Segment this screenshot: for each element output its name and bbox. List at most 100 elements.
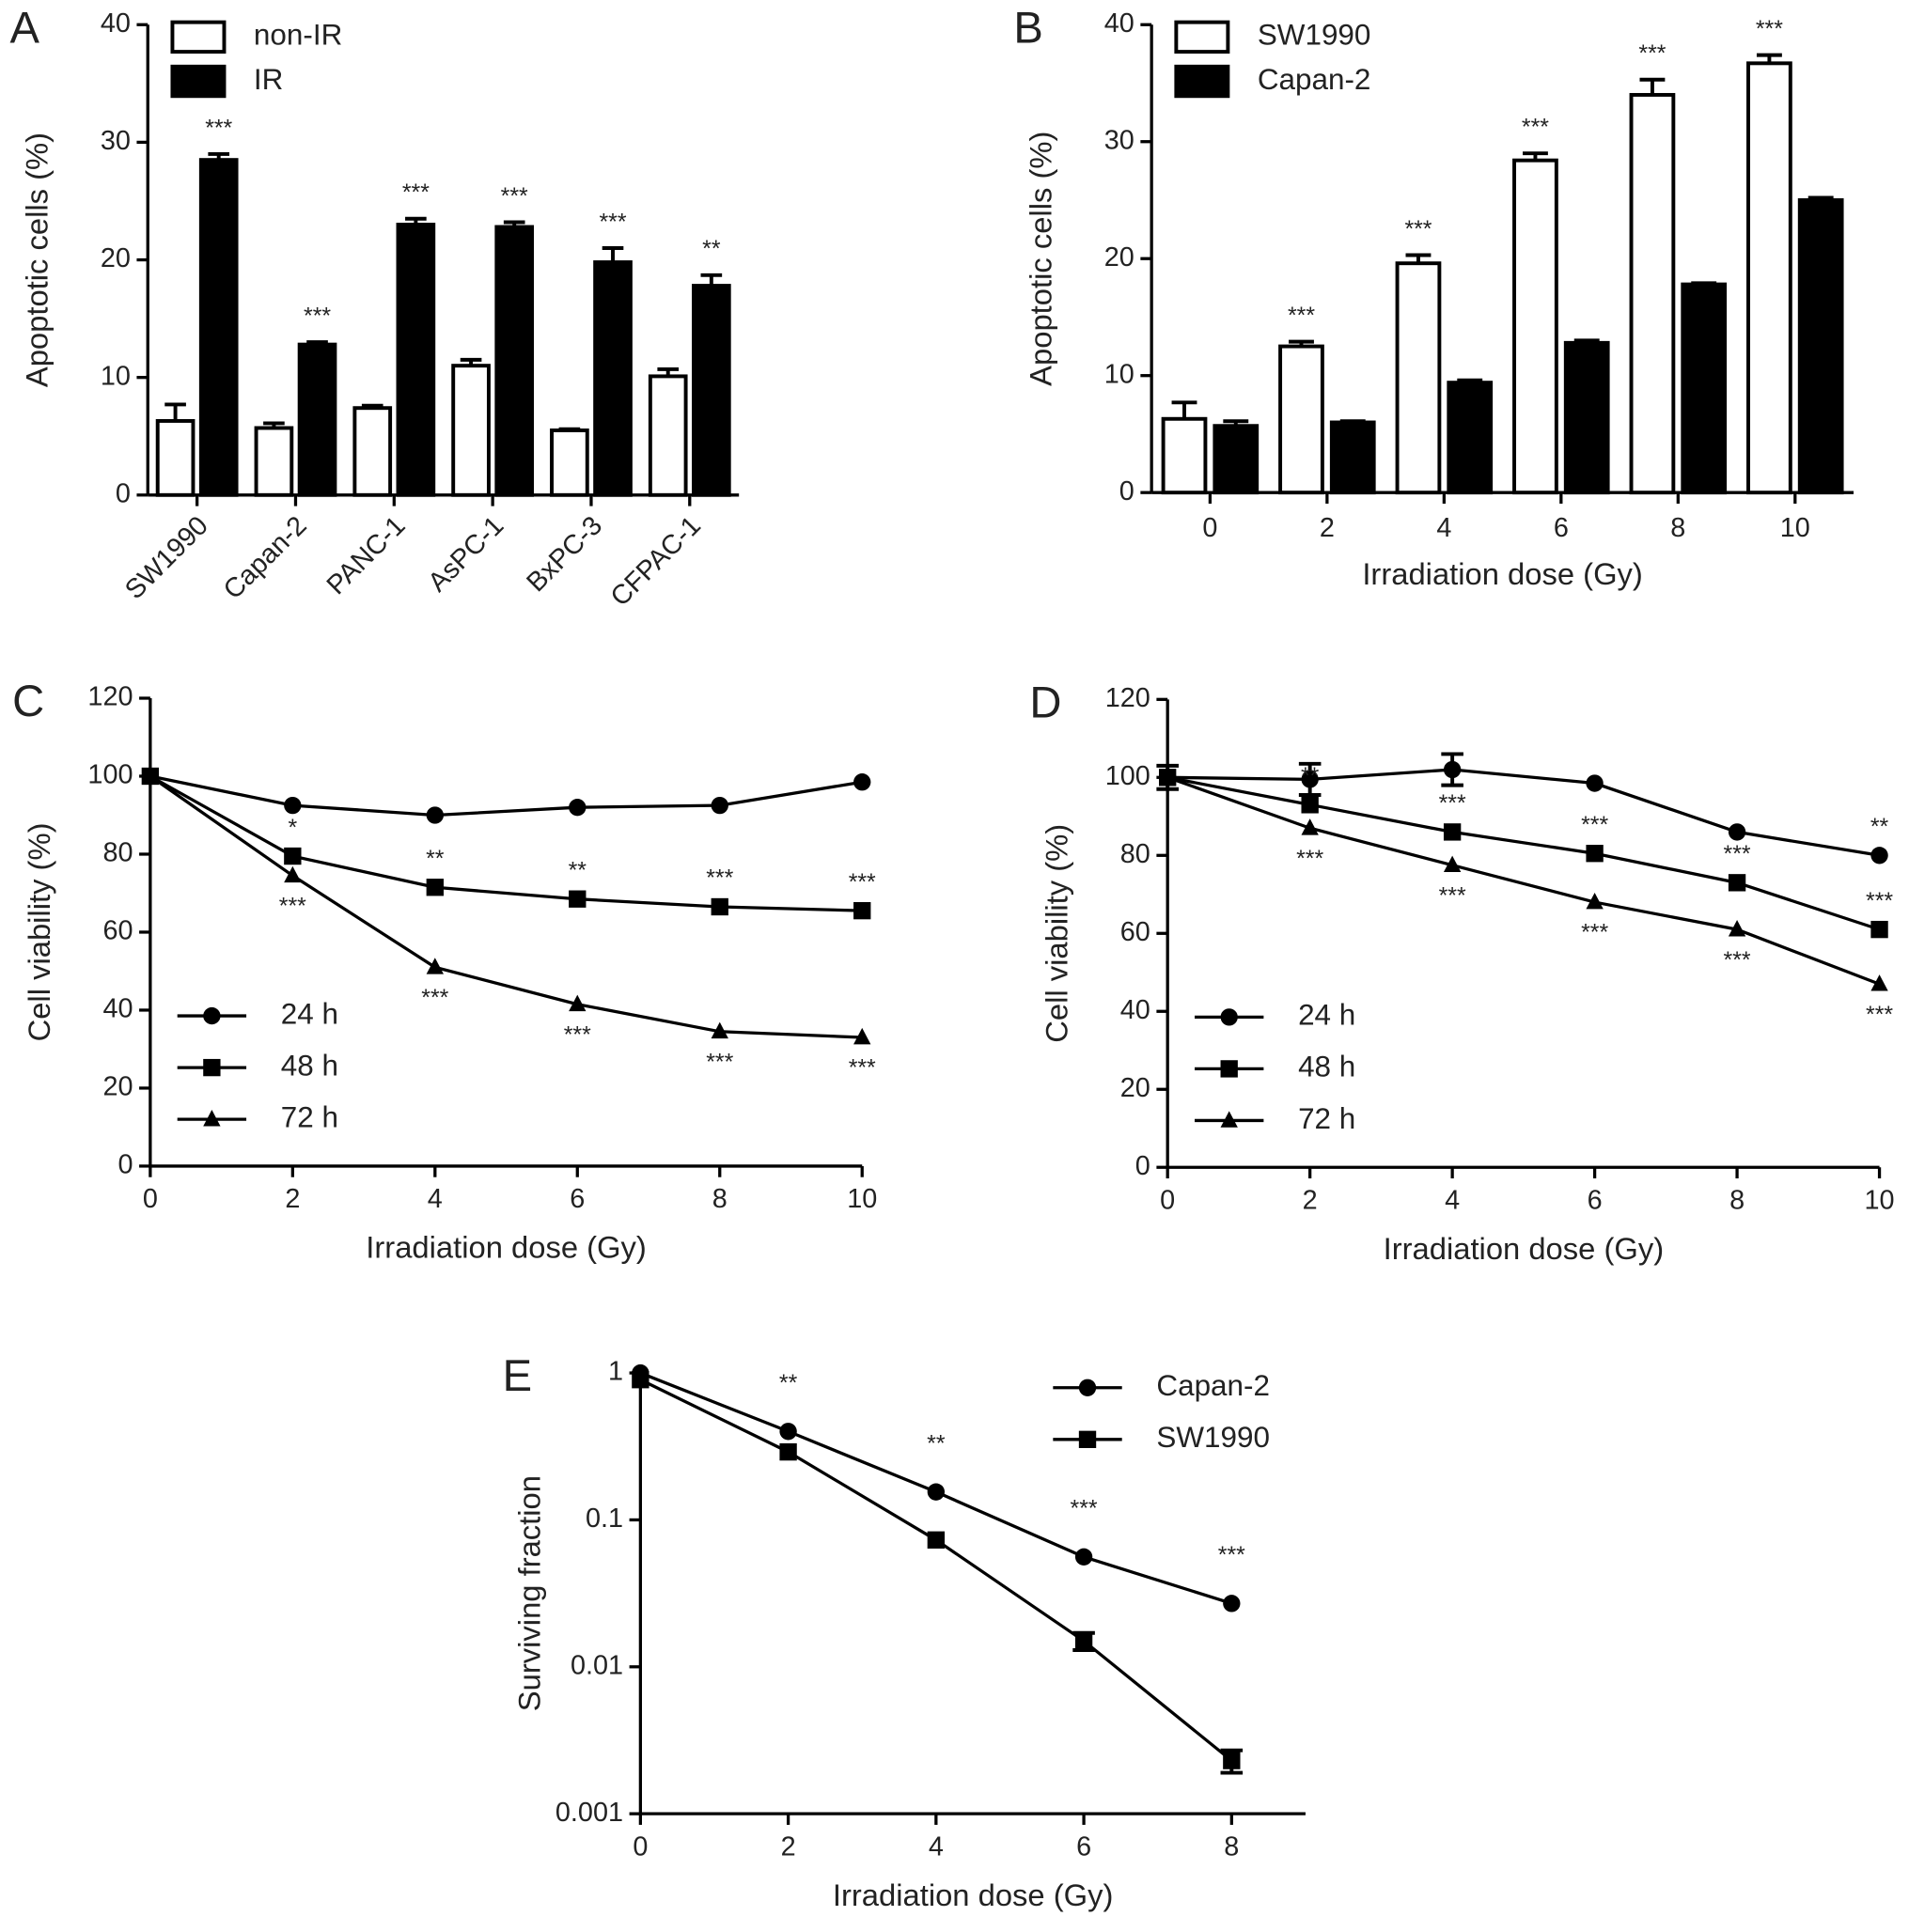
legend-label: Capan-2 [1258,63,1371,96]
significance: *** [706,1049,733,1075]
y-tick-label: 30 [101,126,131,156]
bar [1213,424,1260,495]
y-tick-label: 0.01 [571,1650,623,1680]
bar [593,260,633,497]
legend-marker [203,1006,221,1025]
legend-label: SW1990 [1258,19,1371,52]
significance: *** [402,179,430,206]
marker [426,806,444,824]
significance: *** [1638,40,1666,67]
series-line [1166,775,1881,986]
bar [1395,261,1442,495]
bar [1746,61,1792,495]
legend-marker [1078,1430,1097,1448]
marker [569,890,587,908]
marker [927,1483,946,1501]
panel-label: B [1013,2,1042,52]
marker [284,865,302,883]
significance: *** [1724,947,1751,974]
error-bar [602,246,624,263]
marker [1074,1632,1093,1650]
y-tick-label: 80 [1120,839,1150,869]
marker [1728,874,1746,892]
legend-marker [203,1058,221,1077]
y-tick-label: 0.001 [555,1798,623,1828]
marker [1870,920,1888,939]
legend-swatch [1174,20,1230,55]
significance: *** [1724,841,1751,867]
y-tick-label: 10 [1104,359,1134,389]
y-tick-label: 120 [87,682,133,712]
marker [569,799,587,817]
marker [1443,855,1462,873]
significance: *** [421,985,448,1011]
x-tick-label: 4 [1436,513,1451,543]
significance: ** [927,1430,946,1457]
significance: *** [1866,1002,1893,1028]
significance: ** [426,846,445,872]
y-tick-label: 80 [102,838,133,868]
significance: *** [1756,16,1783,42]
x-tick-label: 4 [929,1831,944,1862]
bar [396,223,436,497]
x-axis-title: Irradiation dose (Gy) [366,1230,647,1265]
y-tick-label: 40 [1104,8,1134,39]
marker [927,1531,946,1549]
y-tick-label: 10 [101,361,131,391]
y-tick-label: 0 [117,1150,133,1180]
marker [141,766,160,784]
x-tick-label: 10 [1780,513,1810,543]
panel-label: D [1029,677,1061,726]
marker [284,796,302,815]
marker [1301,818,1319,835]
significance: *** [1439,790,1466,817]
legend-marker [203,1110,221,1127]
bar [1329,420,1376,495]
y-axis-title: Apoptotic cells (%) [20,132,55,387]
significance: *** [1071,1496,1098,1522]
bar [1161,416,1208,495]
significance: *** [205,115,232,141]
marker [711,897,728,916]
significance: *** [564,1021,591,1048]
marker [711,796,728,815]
y-tick-label: 40 [1120,995,1150,1025]
y-tick-label: 30 [1104,125,1134,155]
significance: *** [849,869,876,896]
marker [1443,823,1462,841]
y-axis-title: Cell viability (%) [22,822,56,1041]
bar [550,428,589,497]
y-tick-label: 0 [1135,1151,1150,1181]
y-tick-label: 1 [608,1357,623,1387]
legend-swatch [1174,64,1230,99]
x-tick-label: 0 [633,1831,648,1862]
significance: *** [1866,888,1893,914]
x-tick-label: Capan-2 [218,510,313,605]
x-tick-label: 0 [1160,1186,1175,1216]
y-tick-label: 20 [101,243,131,273]
x-axis-title: Irradiation dose (Gy) [1384,1231,1665,1266]
legend-label: 24 h [1298,999,1355,1032]
bar [198,158,239,497]
x-tick-label: SW1990 [119,510,214,605]
bar [494,225,535,497]
significance: *** [1581,920,1608,946]
x-tick-label: CFPAC-1 [605,510,707,612]
bar [692,284,731,497]
significance: *** [1522,115,1549,141]
significance: *** [599,209,626,235]
marker [1586,845,1604,863]
marker [569,994,587,1012]
marker [1586,774,1604,792]
y-tick-label: 120 [1105,683,1150,713]
y-axis-title: Apoptotic cells (%) [1023,132,1057,386]
bar [1563,340,1610,495]
bar [451,364,491,497]
marker [779,1423,797,1441]
bar [297,342,337,497]
marker [426,879,444,896]
y-tick-label: 0.1 [586,1504,623,1534]
error-bar [1639,77,1666,95]
series-line [1166,775,1881,931]
